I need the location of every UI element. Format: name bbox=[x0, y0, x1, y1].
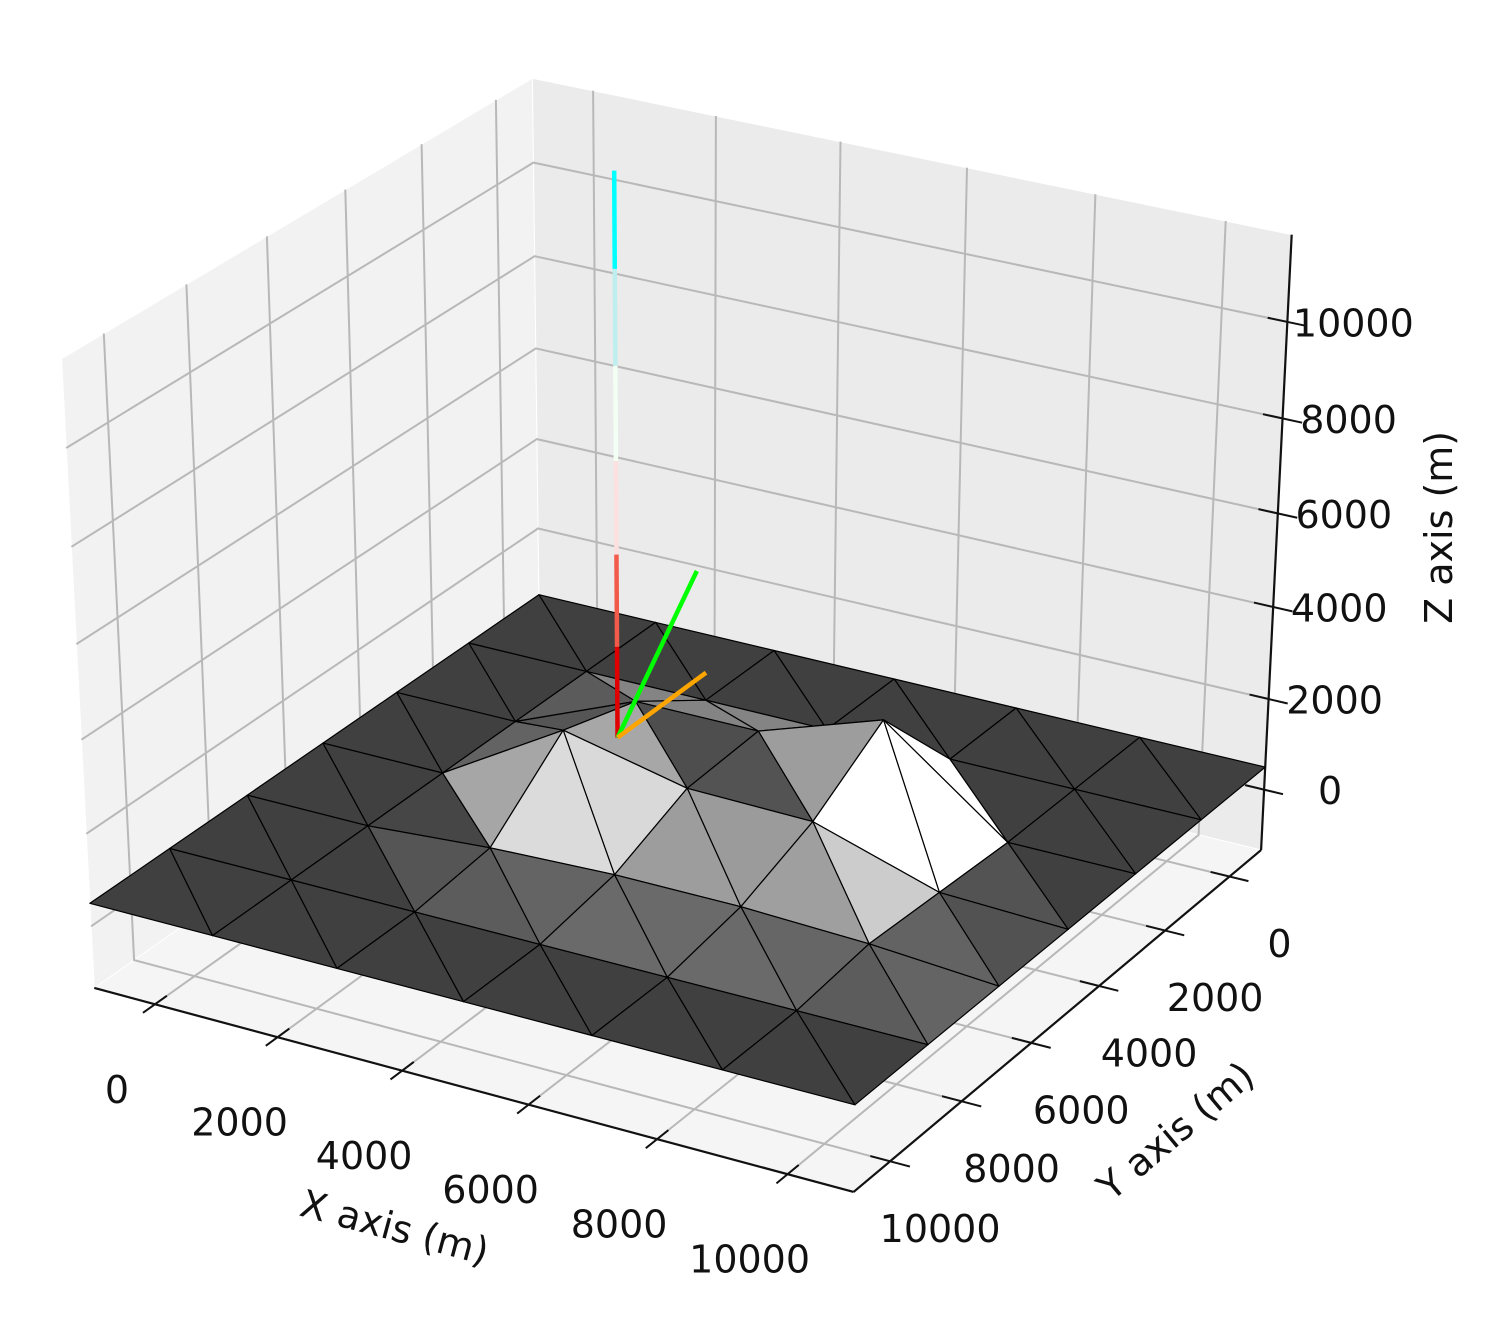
x-tick bbox=[775, 1164, 800, 1185]
profile-segment bbox=[613, 365, 619, 461]
profile-segment bbox=[613, 460, 619, 555]
y-tick bbox=[1210, 870, 1249, 883]
x-tick bbox=[516, 1094, 541, 1115]
y-axis-line bbox=[852, 849, 1262, 1193]
x-tick bbox=[645, 1129, 670, 1149]
x-tick-label: 10000 bbox=[689, 1238, 810, 1282]
profile-segment bbox=[614, 554, 620, 647]
x-tick bbox=[142, 994, 168, 1014]
surface-face bbox=[89, 847, 214, 937]
z-tick-label: 0 bbox=[1318, 769, 1342, 813]
x-tick-label: 8000 bbox=[571, 1203, 668, 1247]
grid-line bbox=[70, 255, 1283, 548]
x-axis-line bbox=[94, 986, 854, 1193]
z-tick bbox=[1262, 413, 1303, 424]
z-tick bbox=[1267, 316, 1308, 328]
vector-line bbox=[615, 570, 699, 739]
z-tick-label: 2000 bbox=[1286, 679, 1383, 723]
z-tick-label: 6000 bbox=[1295, 493, 1392, 537]
surface-face bbox=[591, 976, 724, 1071]
z-tick-label: 10000 bbox=[1293, 301, 1414, 345]
vector-line bbox=[616, 670, 708, 740]
x-tick bbox=[265, 1027, 290, 1047]
x-tick bbox=[389, 1061, 415, 1081]
z-axis-label: Z axis (m) bbox=[1417, 431, 1461, 624]
surface-face bbox=[721, 1010, 856, 1106]
x-tick-label: 6000 bbox=[442, 1168, 539, 1212]
profile-segment bbox=[614, 646, 620, 738]
x-tick-label: 4000 bbox=[316, 1134, 413, 1178]
y-tick bbox=[870, 1155, 911, 1168]
y-tick-label: 0 bbox=[1267, 922, 1291, 966]
grid-line bbox=[786, 220, 1227, 1175]
profile-segment bbox=[612, 268, 618, 366]
z-tick-label: 8000 bbox=[1300, 398, 1397, 442]
x-tick-label: 0 bbox=[105, 1068, 129, 1112]
y-tick-label: 4000 bbox=[1101, 1031, 1198, 1075]
z-tick-label: 4000 bbox=[1291, 586, 1388, 630]
z-tick bbox=[1253, 601, 1293, 613]
y-tick-label: 10000 bbox=[880, 1207, 1001, 1251]
z-axis-line bbox=[1259, 234, 1293, 851]
surface-face bbox=[462, 943, 593, 1037]
z-tick bbox=[1249, 693, 1288, 705]
grid-line bbox=[102, 333, 891, 1163]
y-tick bbox=[1011, 1036, 1051, 1049]
profile-segment bbox=[611, 170, 618, 269]
x-tick-label: 2000 bbox=[191, 1101, 288, 1145]
z-tick bbox=[1258, 508, 1298, 519]
grid-line bbox=[65, 161, 1288, 449]
y-tick-label: 2000 bbox=[1167, 976, 1264, 1020]
z-tick bbox=[1244, 784, 1284, 796]
grid-line bbox=[75, 347, 1279, 645]
grid-line bbox=[80, 438, 1274, 741]
y-tick bbox=[1145, 924, 1185, 937]
grid-line bbox=[85, 527, 1269, 835]
y-tick bbox=[941, 1095, 982, 1108]
y-tick-label: 6000 bbox=[1033, 1088, 1130, 1132]
surface-face bbox=[336, 911, 465, 1003]
surface-face bbox=[211, 879, 338, 970]
y-tick bbox=[1079, 980, 1119, 992]
y-tick-label: 8000 bbox=[963, 1147, 1060, 1191]
